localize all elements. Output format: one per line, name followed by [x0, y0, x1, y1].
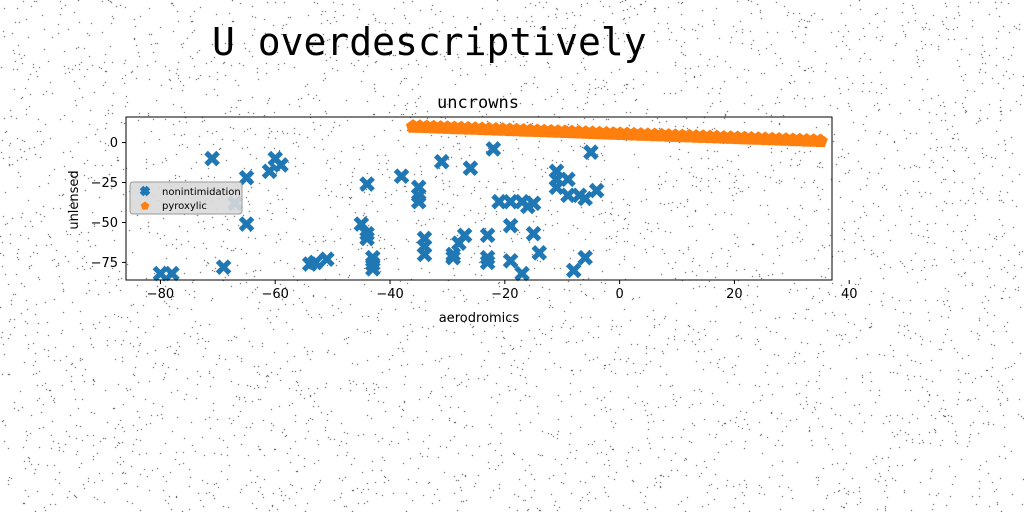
x-tick-label: 0 [615, 287, 623, 302]
point-nonintimidation [359, 176, 375, 192]
point-nonintimidation [393, 168, 410, 184]
x-tick-label: 40 [841, 287, 858, 302]
legend-marker-pyroxylic [140, 201, 150, 210]
point-nonintimidation [525, 225, 542, 242]
point-nonintimidation [238, 216, 255, 232]
x-axis-label: aerodromics [439, 311, 520, 326]
y-axis-ticks: 0 −25 −50 −75 [91, 136, 126, 271]
point-nonintimidation [238, 169, 255, 186]
point-nonintimidation [479, 227, 496, 244]
point-nonintimidation [359, 230, 375, 247]
point-nonintimidation [485, 141, 502, 157]
point-nonintimidation [164, 265, 180, 282]
point-nonintimidation [410, 179, 427, 196]
legend-marker-nonintimidation [139, 185, 151, 197]
legend-label-pyroxylic: pyroxylic [162, 201, 207, 212]
point-nonintimidation [588, 182, 605, 199]
x-tick-label: −20 [491, 287, 518, 302]
point-nonintimidation [365, 261, 381, 277]
y-tick-label: 0 [110, 136, 118, 151]
x-tick-label: 20 [726, 287, 743, 302]
point-nonintimidation [560, 171, 576, 188]
point-nonintimidation [525, 195, 542, 212]
point-nonintimidation [577, 249, 593, 266]
point-nonintimidation [514, 265, 530, 282]
point-nonintimidation [307, 254, 324, 271]
point-nonintimidation [462, 160, 479, 176]
point-nonintimidation [204, 150, 220, 167]
point-nonintimidation [565, 262, 582, 279]
x-axis-ticks: −80 −60 −40 −20 0 20 40 [147, 280, 858, 302]
y-tick-label: −25 [91, 176, 118, 191]
y-tick-label: −75 [91, 256, 118, 271]
legend-marker-nonintimidation-shape [139, 185, 151, 197]
y-axis-label: unlensed [67, 170, 82, 229]
x-tick-label: −60 [262, 287, 289, 302]
plot-frame [125, 116, 833, 281]
point-nonintimidation [353, 216, 370, 232]
points-layer [152, 119, 828, 282]
x-tick-label: −40 [376, 287, 403, 302]
legend-marker-pyroxylic-shape [140, 201, 150, 210]
point-nonintimidation [583, 144, 599, 160]
chart-title: uncrowns [437, 93, 519, 113]
figure-suptitle: U overdescriptively [212, 20, 647, 64]
point-nonintimidation [273, 157, 289, 173]
point-nonintimidation [502, 217, 519, 234]
point-nonintimidation [445, 249, 461, 266]
y-tick-label: −50 [91, 216, 118, 231]
point-pyroxylic [813, 133, 828, 147]
point-nonintimidation [215, 259, 232, 276]
point-nonintimidation [502, 253, 519, 269]
legend: nonintimidation pyroxylic [129, 181, 243, 215]
point-nonintimidation [479, 254, 496, 271]
point-nonintimidation [261, 163, 278, 180]
point-nonintimidation [319, 251, 335, 268]
point-nonintimidation [416, 238, 433, 255]
x-tick-label: −80 [147, 287, 174, 302]
point-nonintimidation [456, 227, 473, 244]
point-nonintimidation [531, 245, 548, 261]
legend-box [129, 181, 243, 215]
legend-label-nonintimidation: nonintimidation [162, 187, 241, 198]
point-nonintimidation [433, 153, 450, 170]
